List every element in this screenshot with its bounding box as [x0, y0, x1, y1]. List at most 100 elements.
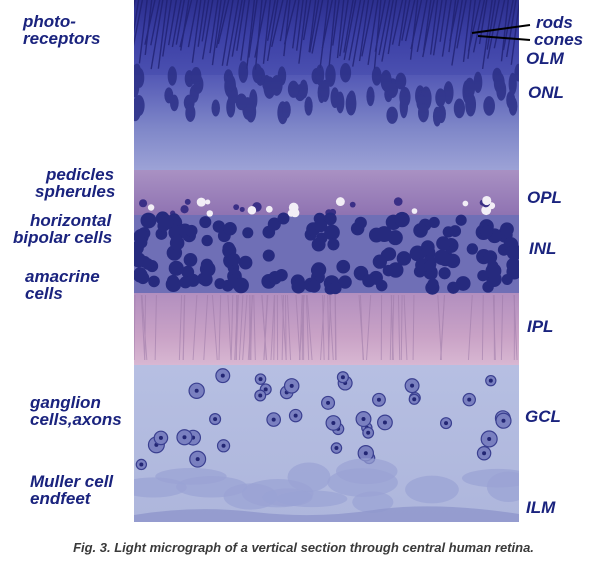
inl-nucleus — [323, 212, 337, 226]
photoreceptor-streak — [271, 0, 284, 48]
photoreceptor-streak — [416, 0, 428, 52]
label-rods: rods — [536, 13, 573, 32]
photoreceptor-streak — [150, 0, 161, 46]
inl-nucleus — [413, 223, 428, 238]
inl-nucleus — [168, 260, 184, 276]
onl-nucleus — [299, 79, 309, 99]
ipl-fiber — [242, 294, 248, 361]
ganglion-nucleus — [487, 436, 492, 441]
inl-nucleus — [329, 281, 342, 295]
onl-nucleus — [336, 91, 345, 114]
photoreceptor-streak — [236, 0, 246, 51]
opl-pedicle — [393, 197, 403, 206]
photoreceptor-streak — [391, 0, 404, 45]
photoreceptor-streak — [429, 0, 439, 55]
opl-pedicle — [239, 206, 245, 212]
opl-pedicle — [265, 205, 273, 213]
retina-section-image — [134, 0, 519, 522]
inl-nucleus — [233, 277, 249, 294]
label-amacrine-line2: cells — [25, 284, 63, 303]
photoreceptor-streak — [197, 0, 206, 47]
photoreceptor-streak — [266, 0, 279, 62]
photoreceptor-streak — [171, 0, 182, 48]
inl-nucleus — [485, 263, 502, 279]
ganglion-nucleus — [412, 397, 417, 402]
photoreceptor-streak — [456, 0, 467, 49]
photoreceptor-streak — [404, 0, 416, 42]
onl-nucleus — [320, 79, 330, 102]
ganglion-nucleus — [410, 383, 415, 388]
label-amacrine-line1: amacrine — [25, 267, 100, 286]
ganglion-nucleus — [195, 457, 200, 462]
inl-nucleus — [311, 237, 326, 252]
ipl-fiber — [144, 294, 146, 361]
inl-nucleus — [428, 216, 440, 229]
ganglion-nucleus — [363, 451, 368, 456]
photoreceptor-streak — [134, 0, 140, 34]
onl-nucleus — [453, 98, 465, 119]
inl-nucleus — [142, 258, 154, 270]
ipl-fiber — [301, 294, 304, 361]
onl-nucleus — [325, 64, 336, 87]
photoreceptor-streak — [291, 0, 300, 49]
photoreceptor-streak — [283, 0, 291, 57]
photoreceptor-streak — [410, 0, 423, 50]
muller-endfoot — [461, 468, 519, 488]
muller-endfoot — [134, 477, 187, 498]
inl-nucleus — [148, 275, 160, 288]
onl-nucleus — [270, 75, 283, 96]
opl-pedicle — [147, 204, 155, 211]
photoreceptor-streak — [462, 0, 472, 63]
photoreceptor-streak — [308, 0, 317, 53]
onl-nucleus — [238, 61, 249, 83]
opl-pedicle — [288, 202, 299, 213]
inl-nucleus — [185, 224, 198, 237]
inl-nucleus — [483, 250, 498, 265]
inl-nucleus — [382, 264, 395, 277]
inl-nucleus — [313, 218, 328, 233]
ipl-fiber — [140, 294, 146, 361]
photoreceptor-streak — [472, 0, 486, 53]
inl-nucleus — [438, 267, 451, 280]
onl-nucleus — [185, 103, 196, 122]
ipl-fiber — [500, 294, 504, 361]
onl-nucleus — [282, 101, 291, 119]
inl-nucleus — [307, 279, 321, 293]
ganglion-nucleus — [334, 446, 339, 451]
label-ipl: IPL — [527, 317, 554, 336]
inl-nucleus — [466, 243, 479, 255]
photoreceptor-streak — [448, 0, 457, 53]
photoreceptor-streak — [134, 0, 144, 47]
photoreceptor-streak — [361, 0, 375, 57]
ipl-fiber — [412, 294, 415, 361]
inl-nucleus — [227, 253, 241, 266]
ganglion-nucleus — [361, 417, 366, 422]
label-bipolar-cells: bipolar cells — [13, 228, 113, 247]
photoreceptor-streak — [367, 0, 379, 65]
inl-nucleus — [449, 225, 462, 237]
retina-micrograph — [134, 0, 519, 522]
photoreceptor-streak — [262, 0, 271, 64]
label-olm: OLM — [526, 49, 564, 68]
photoreceptor-streak — [167, 0, 178, 46]
label-horizontal: horizontal — [30, 211, 112, 230]
ipl-fiber — [322, 294, 325, 361]
label-pedicles: pedicles — [46, 165, 115, 184]
ganglion-nucleus — [220, 373, 225, 378]
label-muller-line2: endfeet — [30, 489, 91, 508]
ipl-fiber — [178, 294, 183, 361]
inl-nucleus — [268, 271, 282, 285]
inl-nucleus — [238, 255, 253, 270]
label-opl: OPL — [527, 188, 562, 207]
inl-nucleus — [136, 271, 150, 285]
opl-pedicle — [247, 205, 257, 215]
inl-nucleus — [135, 236, 148, 249]
opl-pedicle — [205, 199, 211, 205]
onl-nucleus — [226, 74, 235, 92]
muller-endfoot — [327, 468, 398, 497]
inl-nucleus — [480, 225, 493, 239]
photoreceptor-streak — [150, 0, 164, 70]
ipl-fibers — [134, 294, 518, 361]
label-ganglion-line2: cells,axons — [30, 410, 122, 429]
inl-nucleus — [362, 274, 376, 288]
